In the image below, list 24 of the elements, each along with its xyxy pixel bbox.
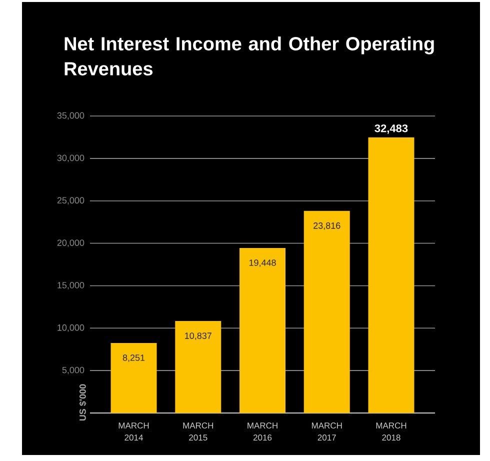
bar: [368, 137, 414, 413]
y-tick-label: 25,000: [57, 197, 84, 205]
x-tick-label: MARCH 2014: [118, 422, 149, 441]
data-label: 10,837: [185, 332, 212, 340]
y-tick-label: 15,000: [58, 282, 84, 290]
chart-title: Net Interest Income and Other Operating Revenues: [64, 36, 434, 76]
y-tick-label: 30,000: [57, 154, 84, 162]
y-tick-label: 20,000: [57, 240, 84, 247]
y-axis-title: US $'000: [79, 384, 86, 421]
bar: [304, 210, 350, 413]
y-tick-label: 35,000: [57, 112, 84, 120]
bar: [175, 321, 222, 413]
x-tick-label: MARCH 2016: [248, 422, 278, 441]
data-label: 19,448: [249, 260, 276, 267]
x-tick-label: MARCH 2015: [183, 422, 214, 441]
y-tick-label: 10,000: [58, 324, 84, 332]
data-label: 8,251: [122, 354, 145, 362]
bar: [240, 248, 286, 413]
y-tick-label: 5,000: [62, 366, 84, 374]
x-tick-label: MARCH 2017: [312, 422, 342, 441]
data-label: 23,816: [314, 222, 340, 230]
x-tick-label: MARCH 2018: [376, 422, 406, 441]
data-label: 32,483: [374, 124, 408, 134]
bar: [110, 342, 157, 413]
